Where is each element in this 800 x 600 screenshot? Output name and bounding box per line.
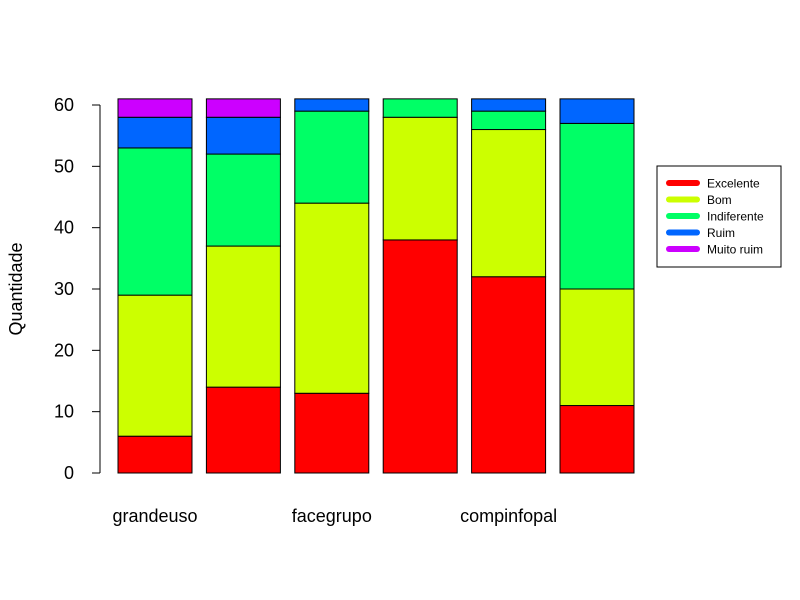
y-tick-label: 60 bbox=[54, 95, 74, 115]
y-tick-label: 20 bbox=[54, 340, 74, 360]
bars bbox=[117, 98, 635, 474]
legend-entry-label: Ruim bbox=[707, 226, 735, 240]
bar-segment-indiferente bbox=[205, 153, 281, 247]
bar-segment-muito-ruim bbox=[117, 98, 193, 118]
legend-entry-label: Indiferente bbox=[707, 210, 764, 224]
y-tick-label: 10 bbox=[54, 402, 74, 422]
bar-segment-indiferente bbox=[382, 98, 458, 118]
y-axis: 0 10 20 30 40 50 60 bbox=[54, 95, 101, 483]
y-tick-label: 30 bbox=[54, 279, 74, 299]
bar-segment-excelente bbox=[559, 405, 635, 474]
x-category-label: grandeuso bbox=[112, 506, 197, 526]
x-axis-labels: grandeuso facegrupo compinfopal bbox=[112, 506, 557, 526]
bar-segment-excelente bbox=[382, 239, 458, 474]
legend-entry-label: Muito ruim bbox=[707, 243, 763, 257]
bar-segment-ruim bbox=[471, 98, 547, 112]
bar-segment-excelente bbox=[205, 386, 281, 474]
bar-segment-muito-ruim bbox=[205, 98, 281, 118]
bar-segment-excelente bbox=[294, 392, 370, 474]
bar-segment-bom bbox=[294, 202, 370, 394]
y-tick-label: 0 bbox=[64, 463, 74, 483]
x-category-label: facegrupo bbox=[292, 506, 372, 526]
bar-segment-bom bbox=[471, 129, 547, 278]
y-tick-label: 50 bbox=[54, 156, 74, 176]
y-axis-title: Quantidade bbox=[6, 242, 26, 335]
bar-segment-excelente bbox=[117, 435, 193, 474]
bar-segment-bom bbox=[559, 288, 635, 407]
bar-segment-excelente bbox=[471, 276, 547, 474]
bar-segment-indiferente bbox=[471, 110, 547, 131]
y-tick-label: 40 bbox=[54, 218, 74, 238]
bar-segment-ruim bbox=[117, 116, 193, 149]
legend-entry-label: Excelente bbox=[707, 177, 760, 191]
bar-segment-bom bbox=[382, 116, 458, 241]
bar-segment-indiferente bbox=[117, 147, 193, 296]
bar-segment-ruim bbox=[294, 98, 370, 112]
bar-segment-ruim bbox=[559, 98, 635, 124]
x-category-label: compinfopal bbox=[460, 506, 557, 526]
bar-segment-bom bbox=[117, 294, 193, 437]
bar-segment-indiferente bbox=[294, 110, 370, 204]
legend: Excelente Bom Indiferente Ruim Muito ruim bbox=[656, 165, 782, 268]
legend-entry-label: Bom bbox=[707, 193, 732, 207]
bar-segment-indiferente bbox=[559, 122, 635, 290]
bar-segment-bom bbox=[205, 245, 281, 388]
bar-segment-ruim bbox=[205, 116, 281, 155]
